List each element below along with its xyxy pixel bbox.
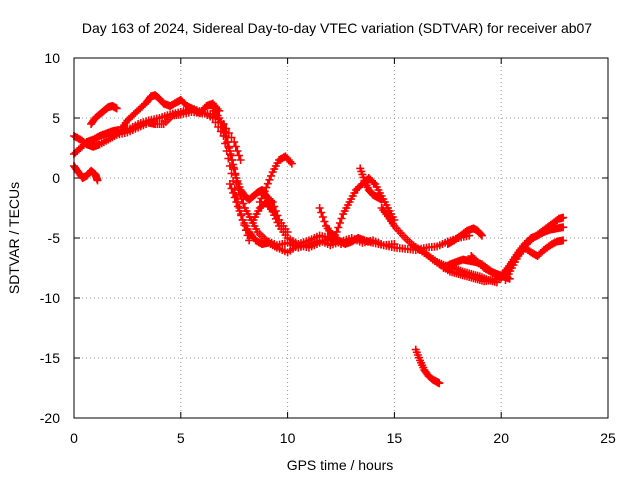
y-tick-label: -10 [40,290,60,306]
series-pass-10 [249,198,335,248]
chart-title: Day 163 of 2024, Sidereal Day-to-day VTE… [82,20,592,36]
x-tick-label: 0 [70,430,78,446]
plus-marker-trail [116,91,224,134]
x-tick-label: 5 [177,430,185,446]
y-tick-label: -5 [48,230,61,246]
y-axis-label: SDTVAR / TECUs [6,182,22,294]
plus-marker-trail [255,152,296,206]
plus-marker-trail [356,164,386,204]
series-pass-4 [87,102,121,128]
series-pass-22 [507,223,568,266]
series-pass-9 [255,152,296,206]
y-tick-label: -15 [40,350,60,366]
series-pass-16 [411,345,444,388]
y-tick-label: 0 [52,170,60,186]
x-tick-label: 25 [600,430,616,446]
series-pass-13 [356,164,386,204]
plus-marker-trail [443,224,486,248]
series-pass-5 [116,91,224,134]
plus-marker-trail [507,223,568,266]
plot-frame [73,57,609,419]
series-pass-18 [443,224,486,248]
y-tick-label: 10 [44,50,60,66]
plus-marker-trail [87,102,121,128]
axis-ticks: 0 5 10 15 20 25 -20 -15 -10 -5 0 5 10 [40,50,616,446]
x-axis-label: GPS time / hours [287,457,394,473]
y-tick-label: 5 [52,110,60,126]
y-tick-label: -20 [40,410,60,426]
x-tick-label: 20 [493,430,509,446]
x-tick-label: 10 [280,430,296,446]
plus-marker-trail [411,345,444,388]
x-tick-label: 15 [387,430,403,446]
data-points [70,91,568,388]
plus-marker-trail [249,198,335,248]
